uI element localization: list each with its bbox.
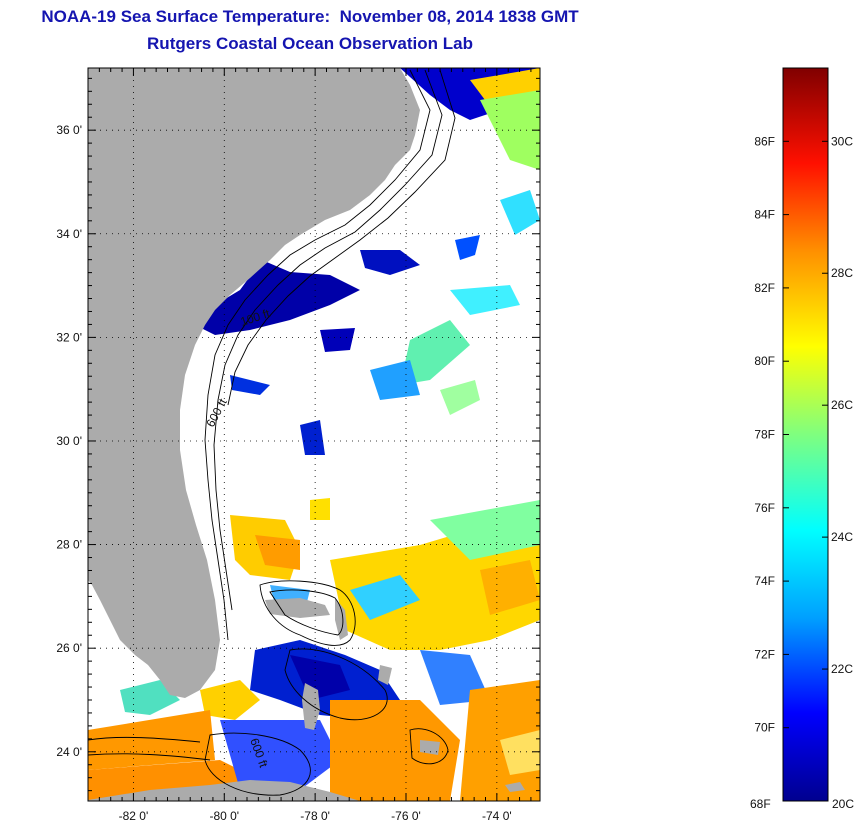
colorbar [782,67,829,802]
cb-c-label-0: 30C [831,134,853,148]
cb-f-label-7: 72F [754,647,775,661]
lat-label-0: 36 0' [56,123,82,137]
lon-label-2: -78 0' [300,809,330,823]
axis-ticks [87,68,540,801]
colorbar-labels: 86F 84F 82F 80F 78F 76F 74F 72F 70F 30C 28C 26C 24C 2… [754,134,853,734]
lat-label-5: 26 0' [56,641,82,655]
lat-label-1: 34 0' [56,227,82,241]
colorbar-ticks [783,140,828,729]
lon-label-3: -76 0' [391,809,421,823]
cb-c-label-1: 28C [831,266,853,280]
depth-contours [88,69,456,796]
land [88,68,525,801]
graticule [88,68,540,801]
cb-f-label-1: 84F [754,208,775,222]
colorbar-min-fahrenheit: 68F [750,797,771,811]
lon-label-1: -80 0' [209,809,239,823]
cb-f-label-4: 78F [754,428,775,442]
cb-c-label-4: 22C [831,662,853,676]
lat-label-2: 32 0' [56,330,82,344]
lat-label-6: 24 0' [56,745,82,759]
colorbar-min-celsius: 20C [832,797,854,811]
cb-f-label-6: 74F [754,574,775,588]
cb-f-label-8: 70F [754,721,775,735]
lat-label-4: 28 0' [56,538,82,552]
map-frame [87,67,541,802]
longitude-labels: -82 0' -80 0' -78 0' -76 0' -74 0' [119,809,512,823]
lon-label-0: -82 0' [119,809,149,823]
cb-c-label-3: 24C [831,530,853,544]
map-title: NOAA-19 Sea Surface Temperature: Novembe… [41,7,579,26]
cb-f-label-0: 86F [754,134,775,148]
cb-f-label-3: 80F [754,354,775,368]
map-subtitle: Rutgers Coastal Ocean Observation Lab [147,34,473,53]
latitude-labels: 36 0' 34 0' 32 0' 30 0' 28 0' 26 0' 24 0' [56,123,82,759]
lat-label-3: 30 0' [56,434,82,448]
cb-f-label-2: 82F [754,281,775,295]
map-body: 100 ft 600 ft 600 ft [88,68,540,801]
lon-label-4: -74 0' [482,809,512,823]
cb-f-label-5: 76F [754,501,775,515]
sst-pixels [88,68,540,801]
cb-c-label-2: 26C [831,398,853,412]
